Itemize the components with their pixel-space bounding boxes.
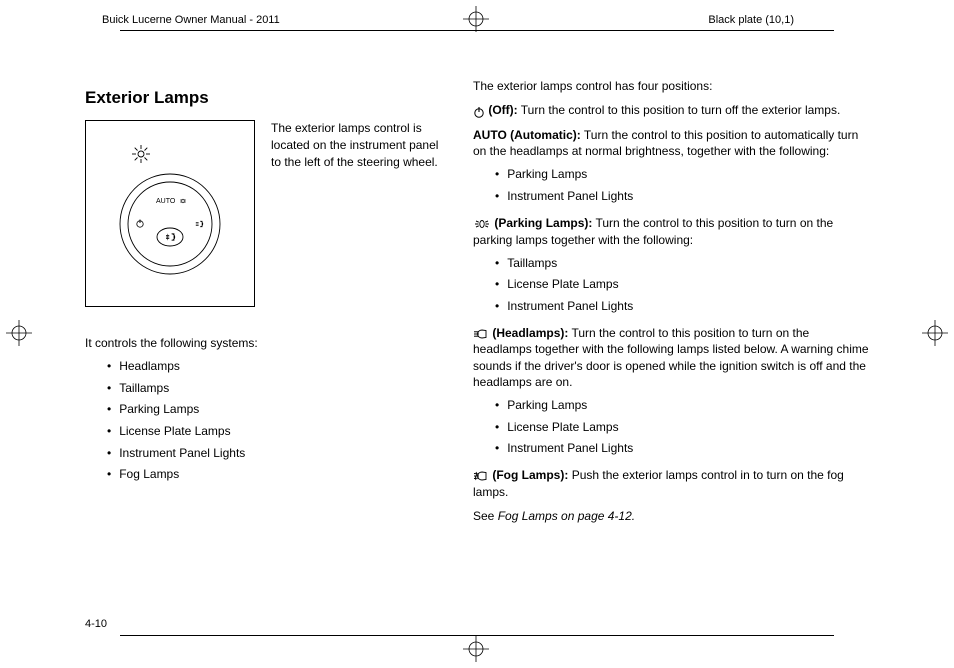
- see-reference: See Fog Lamps on page 4-12.: [473, 508, 869, 524]
- list-item: Instrument Panel Lights: [509, 299, 869, 315]
- list-item: Parking Lamps: [121, 402, 445, 418]
- headlamps-icon: [473, 325, 489, 341]
- diagram-auto-label: AUTO: [156, 198, 176, 205]
- page-number: 4-10: [85, 618, 107, 630]
- parking-position: (Parking Lamps): Turn the control to thi…: [473, 215, 869, 248]
- see-label: See: [473, 509, 498, 523]
- auto-position: AUTO (Automatic): Turn the control to th…: [473, 127, 869, 159]
- off-position: (Off): Turn the control to this position…: [473, 102, 869, 119]
- list-item: Fog Lamps: [121, 467, 445, 483]
- list-item: Instrument Panel Lights: [509, 441, 869, 457]
- headlamps-list: Parking Lamps License Plate Lamps Instru…: [473, 398, 869, 457]
- headlamps-label: (Headlamps):: [492, 326, 568, 340]
- register-mark-top: [463, 6, 489, 32]
- left-column: Exterior Lamps: [85, 78, 445, 598]
- see-ref-text: Fog Lamps on page 4-12.: [498, 509, 635, 523]
- auto-list: Parking Lamps Instrument Panel Lights: [473, 167, 869, 204]
- off-icon: [473, 103, 485, 119]
- section-title: Exterior Lamps: [85, 88, 445, 108]
- list-item: Instrument Panel Lights: [509, 189, 869, 205]
- list-item: Taillamps: [509, 256, 869, 272]
- intro-text: The exterior lamps control is located on…: [271, 120, 445, 170]
- auto-label: AUTO (Automatic):: [473, 128, 581, 142]
- list-item: Headlamps: [121, 359, 445, 375]
- register-mark-right: [922, 320, 948, 346]
- off-text: Turn the control to this position to tur…: [521, 103, 841, 117]
- headlamps-position: (Headlamps): Turn the control to this po…: [473, 325, 869, 390]
- parking-list: Taillamps License Plate Lamps Instrument…: [473, 256, 869, 315]
- bottom-rule: [120, 635, 834, 636]
- register-mark-left: [6, 320, 32, 346]
- systems-list: Headlamps Taillamps Parking Lamps Licens…: [85, 359, 445, 483]
- systems-intro: It controls the following systems:: [85, 335, 445, 351]
- header-left: Buick Lucerne Owner Manual - 2011: [102, 14, 280, 26]
- list-item: Instrument Panel Lights: [121, 446, 445, 462]
- off-label: (Off):: [488, 103, 517, 117]
- right-column: The exterior lamps control has four posi…: [473, 78, 869, 598]
- parking-lamps-icon: [473, 215, 491, 231]
- control-diagram: AUTO: [85, 120, 255, 307]
- header-right: Black plate (10,1): [708, 14, 794, 26]
- fog-position: (Fog Lamps): Push the exterior lamps con…: [473, 467, 869, 500]
- list-item: Parking Lamps: [509, 167, 869, 183]
- fog-lamps-icon: [473, 468, 489, 484]
- fog-label: (Fog Lamps):: [492, 468, 568, 482]
- list-item: Parking Lamps: [509, 398, 869, 414]
- positions-intro: The exterior lamps control has four posi…: [473, 78, 869, 94]
- list-item: License Plate Lamps: [121, 424, 445, 440]
- list-item: Taillamps: [121, 381, 445, 397]
- register-mark-bottom: [463, 636, 489, 662]
- parking-label: (Parking Lamps):: [494, 216, 592, 230]
- list-item: License Plate Lamps: [509, 420, 869, 436]
- list-item: License Plate Lamps: [509, 277, 869, 293]
